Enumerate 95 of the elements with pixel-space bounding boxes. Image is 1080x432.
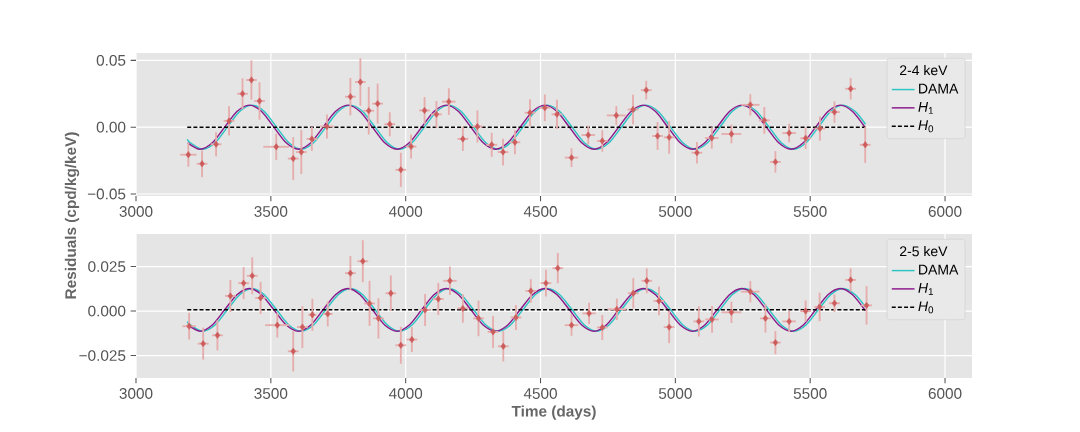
point [599, 137, 605, 145]
point [273, 143, 279, 151]
point [643, 86, 649, 94]
point [398, 166, 404, 174]
point [585, 131, 591, 139]
point [747, 288, 753, 296]
x-tick-label: 6000 [928, 388, 962, 399]
point [862, 141, 868, 149]
point [490, 328, 496, 336]
point [290, 155, 296, 163]
point [500, 148, 506, 156]
point [398, 341, 404, 349]
point [586, 309, 592, 317]
point [786, 129, 792, 137]
point [513, 314, 519, 321]
point [694, 149, 700, 157]
legend-label: H$_{0}$ [918, 301, 934, 314]
point [447, 277, 453, 285]
legend-label: DAMA [919, 264, 959, 275]
point [512, 138, 518, 146]
legend-label: H$_{0}$ [918, 120, 934, 133]
point [200, 340, 206, 348]
point [614, 305, 620, 313]
point [366, 107, 372, 115]
point [528, 287, 534, 295]
point [274, 321, 280, 329]
legend-label: DAMA [919, 83, 959, 94]
point [186, 322, 192, 330]
point [542, 104, 548, 112]
legend-title: 2-5 keV [899, 245, 948, 257]
x-tick-label: 4000 [388, 206, 423, 217]
point [185, 151, 191, 159]
point [747, 101, 753, 109]
point [568, 321, 575, 329]
point [309, 135, 315, 143]
point [527, 109, 533, 117]
point [199, 160, 205, 168]
y-tick-label: 0.025 [88, 261, 126, 272]
x-tick-label: 4500 [523, 206, 557, 217]
point [446, 98, 452, 106]
y-tick-label: 0.05 [96, 54, 126, 66]
point [213, 140, 219, 148]
legend-label: H$_{1}$ [918, 102, 934, 114]
x-tick-label: 5000 [658, 388, 692, 399]
point [360, 257, 366, 265]
point [388, 289, 394, 297]
x-tick-label: 5500 [793, 206, 827, 217]
point [709, 134, 715, 142]
point [554, 110, 560, 118]
point [543, 279, 549, 287]
x-tick-label: 3000 [119, 206, 153, 217]
point [630, 106, 636, 113]
x-tick-label: 4000 [388, 388, 423, 399]
point [387, 120, 393, 128]
point [696, 317, 702, 325]
point [422, 306, 428, 314]
point [786, 317, 792, 325]
point [226, 117, 232, 125]
x-tick-label: 3000 [119, 388, 153, 399]
point [290, 347, 296, 355]
point [555, 264, 561, 272]
x-tick-label: 4500 [523, 388, 557, 399]
y-tick-label: −0.05 [87, 188, 126, 200]
point [500, 342, 506, 350]
y-tick-label: 0.00 [96, 121, 126, 133]
legend-label: H$_{1}$ [918, 283, 934, 295]
point [249, 272, 255, 280]
point [409, 336, 415, 344]
x-axis-title: Time (days) [511, 405, 596, 420]
y-axis-title: Residuals (cpd/kg/keV) [64, 132, 80, 299]
point [489, 141, 495, 149]
point [666, 323, 672, 331]
x-tick-label: 3500 [254, 206, 288, 217]
point [630, 289, 636, 297]
y-tick-label: −0.025 [79, 350, 126, 361]
point [656, 297, 662, 305]
point [728, 308, 735, 316]
point [408, 143, 414, 151]
legend-title: 2-4 keV [899, 64, 948, 76]
point [460, 135, 466, 143]
x-tick-label: 3500 [254, 388, 288, 399]
point [324, 123, 330, 130]
point [728, 130, 735, 138]
point [666, 133, 672, 141]
point [817, 125, 823, 132]
x-tick-label: 5000 [658, 206, 692, 217]
point [568, 154, 575, 162]
point [599, 323, 605, 331]
point [709, 315, 715, 323]
point [460, 304, 466, 312]
point [644, 277, 650, 285]
y-tick-label: 0.000 [88, 305, 126, 317]
x-tick-label: 6000 [928, 206, 962, 217]
x-tick-label: 5500 [793, 388, 827, 399]
point [613, 111, 619, 119]
